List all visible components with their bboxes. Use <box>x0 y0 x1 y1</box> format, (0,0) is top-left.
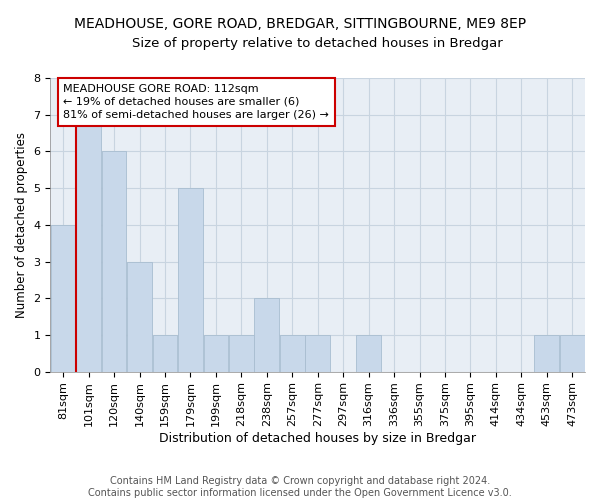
Bar <box>254 298 279 372</box>
Bar <box>76 114 101 372</box>
Text: MEADHOUSE GORE ROAD: 112sqm
← 19% of detached houses are smaller (6)
81% of semi: MEADHOUSE GORE ROAD: 112sqm ← 19% of det… <box>64 84 329 120</box>
Bar <box>152 335 178 372</box>
Bar <box>535 335 559 372</box>
Bar <box>305 335 330 372</box>
Bar <box>356 335 381 372</box>
Bar <box>203 335 228 372</box>
Bar <box>101 152 127 372</box>
Bar <box>178 188 203 372</box>
Text: Contains HM Land Registry data © Crown copyright and database right 2024.
Contai: Contains HM Land Registry data © Crown c… <box>88 476 512 498</box>
Bar <box>229 335 254 372</box>
Y-axis label: Number of detached properties: Number of detached properties <box>15 132 28 318</box>
Bar <box>51 225 76 372</box>
Title: Size of property relative to detached houses in Bredgar: Size of property relative to detached ho… <box>133 38 503 51</box>
Bar <box>280 335 305 372</box>
Bar <box>560 335 584 372</box>
Text: MEADHOUSE, GORE ROAD, BREDGAR, SITTINGBOURNE, ME9 8EP: MEADHOUSE, GORE ROAD, BREDGAR, SITTINGBO… <box>74 18 526 32</box>
Bar <box>127 262 152 372</box>
X-axis label: Distribution of detached houses by size in Bredgar: Distribution of detached houses by size … <box>159 432 476 445</box>
